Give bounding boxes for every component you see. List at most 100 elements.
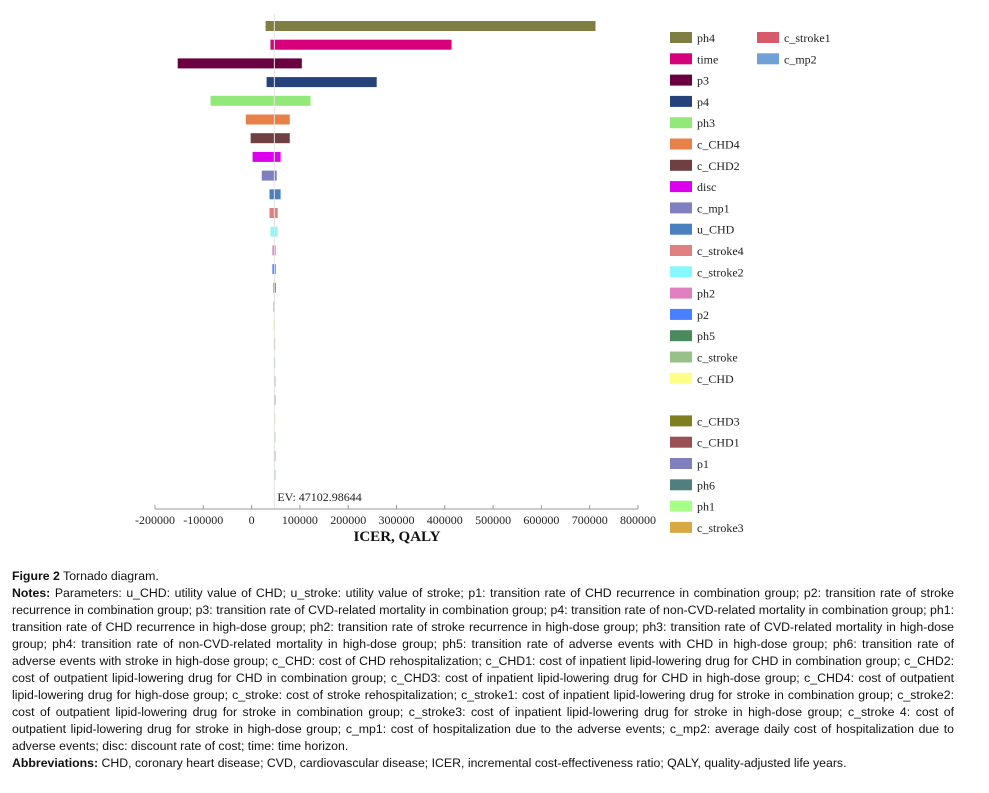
caption-abbreviations: Abbreviations: CHD, coronary heart disea… xyxy=(12,755,954,772)
legend-swatch xyxy=(670,74,692,86)
legend-swatch xyxy=(670,351,692,363)
x-tick-label: 200000 xyxy=(330,513,366,527)
legend-swatch xyxy=(670,245,692,256)
legend-label: u_CHD xyxy=(697,223,735,237)
legend-swatch xyxy=(670,138,692,150)
legend-item-c_CHD3: c_CHD3 xyxy=(670,414,740,428)
x-tick-label: 400000 xyxy=(427,513,463,527)
caption-title: Figure 2 Tornado diagram. xyxy=(12,568,954,585)
legend-item-c_CHD1: c_CHD1 xyxy=(670,436,740,450)
abbreviations-text: CHD, coronary heart disease; CVD, cardio… xyxy=(101,756,847,770)
legend-label: c_stroke4 xyxy=(697,244,744,258)
x-tick-label: 0 xyxy=(249,513,255,527)
bar-ph3 xyxy=(210,95,311,106)
legend-label: c_stroke1 xyxy=(784,31,831,45)
bar-u_CHD xyxy=(269,189,281,200)
x-tick-label: -200000 xyxy=(135,513,175,527)
legend-item-ph6: ph6 xyxy=(670,478,715,492)
legend-label: c_stroke3 xyxy=(697,521,744,535)
legend-swatch xyxy=(670,266,692,278)
abbreviations-label: Abbreviations: xyxy=(12,756,99,770)
legend-item-c_CHD2: c_CHD2 xyxy=(670,159,740,173)
legend-label: ph5 xyxy=(697,329,715,343)
legend-label: ph4 xyxy=(697,31,715,45)
bar-c_mp1 xyxy=(261,170,277,181)
x-tick-label: 800000 xyxy=(620,513,656,527)
legend-item-ph3: ph3 xyxy=(670,116,715,130)
legend-item-c_stroke4: c_stroke4 xyxy=(670,244,744,258)
legend-item-c_mp1: c_mp1 xyxy=(670,201,730,215)
legend-swatch xyxy=(670,95,692,107)
bar-p4 xyxy=(266,77,377,88)
legend-item-ph4: ph4 xyxy=(670,31,715,45)
legend-swatch xyxy=(670,181,692,193)
legend-swatch xyxy=(670,202,692,214)
legend-item-p1: p1 xyxy=(670,457,709,471)
x-tick-label: -100000 xyxy=(183,513,223,527)
legend-item-ph2: ph2 xyxy=(670,287,715,301)
legend-swatch xyxy=(670,436,692,448)
legend-item-p3: p3 xyxy=(670,74,709,88)
legend-item-c_stroke2: c_stroke2 xyxy=(670,265,744,279)
bar-c_CHD4 xyxy=(245,114,290,125)
legend-label: ph3 xyxy=(697,116,715,130)
x-axis-title: ICER, QALY xyxy=(354,529,441,545)
legend-label: p2 xyxy=(697,308,709,322)
legend-label: c_stroke xyxy=(697,351,738,365)
legend-label: c_CHD3 xyxy=(697,414,740,428)
legend-item-disc: disc xyxy=(670,180,716,194)
legend-label: c_stroke2 xyxy=(697,265,744,279)
legend-label: p1 xyxy=(697,457,709,471)
legend-swatch xyxy=(757,53,779,65)
x-tick-label: 100000 xyxy=(282,513,318,527)
x-axis-ticks: -200000 -100000 0 100000 200000 300000 400000 5… xyxy=(135,505,656,527)
legend-item-c_mp2: c_mp2 xyxy=(757,52,817,66)
legend-swatch xyxy=(670,287,692,299)
expected-value-label: EV: 47102.98644 xyxy=(277,490,361,504)
legend-label: p4 xyxy=(697,95,709,109)
legend-item-c_stroke3: c_stroke3 xyxy=(670,521,744,535)
legend-item-ph1: ph1 xyxy=(670,500,715,514)
legend-label: c_mp2 xyxy=(784,52,817,66)
legend-swatch xyxy=(670,117,692,129)
legend-item-u_CHD: u_CHD xyxy=(670,223,735,237)
legend-swatch xyxy=(670,458,692,469)
bar-ph4 xyxy=(265,21,596,31)
legend-item-c_CHD: c_CHD xyxy=(670,372,734,386)
caption-notes: Notes: Parameters: u_CHD: utility value … xyxy=(12,585,954,755)
notes-text: Parameters: u_CHD: utility value of CHD;… xyxy=(12,586,954,753)
legend-swatch xyxy=(670,500,692,512)
legend-item-p2: p2 xyxy=(670,308,709,322)
legend-swatch xyxy=(670,223,692,235)
legend-label: c_mp1 xyxy=(697,201,730,215)
legend-item-c_stroke1: c_stroke1 xyxy=(757,31,831,45)
legend-item-ph5: ph5 xyxy=(670,329,715,343)
figure-caption: Figure 2 Tornado diagram. Notes: Paramet… xyxy=(12,568,954,772)
legend-swatch xyxy=(670,479,692,491)
bar-disc xyxy=(252,151,281,162)
x-tick-label: 600000 xyxy=(523,513,559,527)
legend-label: disc xyxy=(697,180,716,194)
notes-label: Notes: xyxy=(12,586,51,600)
x-tick-label: 300000 xyxy=(379,513,415,527)
legend-swatch xyxy=(670,415,692,427)
tornado-chart: EV: 47102.98644 -200000 -100000 0 100000 200… xyxy=(135,14,831,545)
legend-swatch xyxy=(670,159,692,171)
legend-label: ph1 xyxy=(697,500,715,514)
bars-group xyxy=(177,21,596,480)
figure-label: Figure 2 xyxy=(12,569,60,583)
bar-c_stroke4 xyxy=(269,208,278,218)
legend-swatch xyxy=(670,521,692,533)
legend-swatch xyxy=(670,53,692,65)
legend-label: c_CHD xyxy=(697,372,734,386)
legend-swatch xyxy=(670,372,692,384)
legend-item-time: time xyxy=(670,52,718,66)
figure-title: Tornado diagram. xyxy=(63,569,159,583)
legend-label: ph6 xyxy=(697,478,715,492)
bar-time xyxy=(270,39,452,50)
legend-item-c_CHD4: c_CHD4 xyxy=(670,138,740,152)
bar-c_CHD2 xyxy=(250,133,290,144)
bar-p3 xyxy=(177,58,302,69)
legend-item-c_stroke: c_stroke xyxy=(670,351,738,365)
